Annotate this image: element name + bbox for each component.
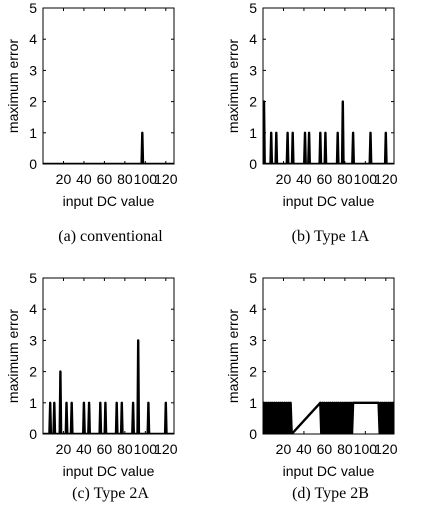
x-tick-label: 60 xyxy=(97,171,113,187)
y-tick-label: 4 xyxy=(29,301,37,317)
x-tick-label: 60 xyxy=(317,441,333,457)
x-axis-label: input DC value xyxy=(283,193,375,209)
y-tick-label: 0 xyxy=(29,156,37,172)
x-tick-label: 80 xyxy=(117,171,133,187)
axes-box xyxy=(42,7,175,165)
y-tick-label: 2 xyxy=(249,364,257,380)
axes-box xyxy=(262,7,395,165)
y-tick-label: 1 xyxy=(29,125,37,141)
y-tick-label: 1 xyxy=(29,395,37,411)
x-tick-label: 100 xyxy=(134,171,158,187)
y-axis-label: maximum error xyxy=(225,309,241,403)
x-tick-label: 40 xyxy=(296,171,312,187)
x-tick-label: 100 xyxy=(354,171,378,187)
x-tick-label: 80 xyxy=(117,441,133,457)
x-tick-label: 120 xyxy=(374,441,398,457)
x-tick-label: 100 xyxy=(354,441,378,457)
x-tick-label: 40 xyxy=(76,171,92,187)
y-tick-label: 0 xyxy=(29,426,37,442)
y-tick-label: 4 xyxy=(249,301,257,317)
y-tick-label: 0 xyxy=(249,426,257,442)
y-tick-label: 1 xyxy=(249,395,257,411)
x-tick-label: 20 xyxy=(56,171,72,187)
x-axis-label: input DC value xyxy=(63,193,155,209)
x-tick-label: 20 xyxy=(276,171,292,187)
x-tick-label: 120 xyxy=(154,441,178,457)
y-axis-label: maximum error xyxy=(225,39,241,133)
caption: (a) conventional xyxy=(58,228,163,245)
x-tick-label: 120 xyxy=(374,171,398,187)
caption: (d) Type 2B xyxy=(292,485,369,502)
y-tick-label: 5 xyxy=(249,270,257,286)
y-tick-label: 3 xyxy=(29,62,37,78)
x-tick-label: 20 xyxy=(276,441,292,457)
y-tick-label: 3 xyxy=(29,332,37,348)
y-tick-label: 2 xyxy=(29,364,37,380)
y-tick-label: 4 xyxy=(29,31,37,47)
x-axis-label: input DC value xyxy=(283,463,375,479)
y-tick-label: 5 xyxy=(29,0,37,16)
x-tick-label: 40 xyxy=(76,441,92,457)
series-line xyxy=(43,339,174,434)
caption: (c) Type 2A xyxy=(72,485,149,502)
series-line xyxy=(43,131,174,164)
x-tick-label: 100 xyxy=(134,441,158,457)
y-tick-label: 5 xyxy=(29,270,37,286)
y-tick-label: 3 xyxy=(249,62,257,78)
series-line xyxy=(263,100,394,164)
y-tick-label: 1 xyxy=(249,125,257,141)
y-tick-label: 2 xyxy=(29,94,37,110)
y-axis-label: maximum error xyxy=(5,309,21,403)
x-tick-label: 60 xyxy=(97,441,113,457)
x-axis-label: input DC value xyxy=(63,463,155,479)
y-tick-label: 3 xyxy=(249,332,257,348)
y-tick-label: 4 xyxy=(249,31,257,47)
x-tick-label: 80 xyxy=(337,171,353,187)
caption: (b) Type 1A xyxy=(292,228,370,245)
y-axis-label: maximum error xyxy=(5,39,21,133)
x-tick-label: 40 xyxy=(296,441,312,457)
y-tick-label: 5 xyxy=(249,0,257,16)
x-tick-label: 120 xyxy=(154,171,178,187)
axes-box xyxy=(42,277,175,435)
x-tick-label: 60 xyxy=(317,171,333,187)
series-line xyxy=(263,401,394,434)
x-tick-label: 20 xyxy=(56,441,72,457)
y-tick-label: 0 xyxy=(249,156,257,172)
y-tick-label: 2 xyxy=(249,94,257,110)
x-tick-label: 80 xyxy=(337,441,353,457)
